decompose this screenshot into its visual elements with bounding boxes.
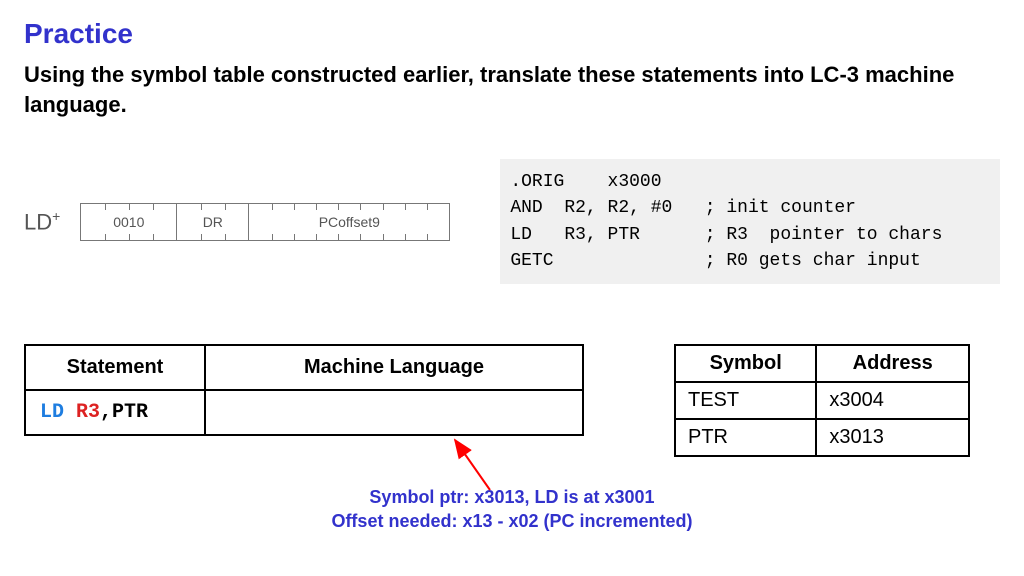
footer-note: Symbol ptr: x3013, LD is at x3001 Offset… <box>24 485 1000 534</box>
ld-label: LD+ <box>24 208 60 235</box>
tables-row: Statement Machine Language LD R3,PTR Sym… <box>24 344 1000 457</box>
sym-header-address: Address <box>816 345 969 382</box>
footer-line-2: Offset needed: x13 - x02 (PC incremented… <box>24 509 1000 533</box>
ml-cell <box>205 390 583 435</box>
stmt-op: LD <box>40 401 64 424</box>
stmt-header-ml: Machine Language <box>205 345 583 390</box>
addr-cell: x3004 <box>816 382 969 419</box>
table-row: PTRx3013 <box>675 419 969 456</box>
bitfield: 0010DRPCoffset9 <box>80 203 450 241</box>
bitfield-segment: PCoffset9 <box>249 204 449 240</box>
footer-line-1: Symbol ptr: x3013, LD is at x3001 <box>24 485 1000 509</box>
symbol-table: Symbol Address TESTx3004PTRx3013 <box>674 344 970 457</box>
stmt-header-statement: Statement <box>25 345 205 390</box>
sym-cell: PTR <box>675 419 816 456</box>
mid-row: LD+ 0010DRPCoffset9 .ORIG x3000 AND R2, … <box>24 159 1000 283</box>
stmt-reg: R3 <box>76 401 100 424</box>
bitfield-segment: 0010 <box>81 204 177 240</box>
table-row: TESTx3004 <box>675 382 969 419</box>
code-listing: .ORIG x3000 AND R2, R2, #0 ; init counte… <box>500 159 1000 283</box>
statement-table: Statement Machine Language LD R3,PTR <box>24 344 584 436</box>
bitfield-segment: DR <box>177 204 249 240</box>
stmt-rest: ,PTR <box>100 401 148 424</box>
ld-instruction-diagram: LD+ 0010DRPCoffset9 <box>24 203 450 241</box>
table-row: LD R3,PTR <box>25 390 583 435</box>
addr-cell: x3013 <box>816 419 969 456</box>
stmt-cell: LD R3,PTR <box>25 390 205 435</box>
sym-cell: TEST <box>675 382 816 419</box>
page-title: Practice <box>24 18 1000 50</box>
instruction-text: Using the symbol table constructed earli… <box>24 60 1000 119</box>
sym-header-symbol: Symbol <box>675 345 816 382</box>
